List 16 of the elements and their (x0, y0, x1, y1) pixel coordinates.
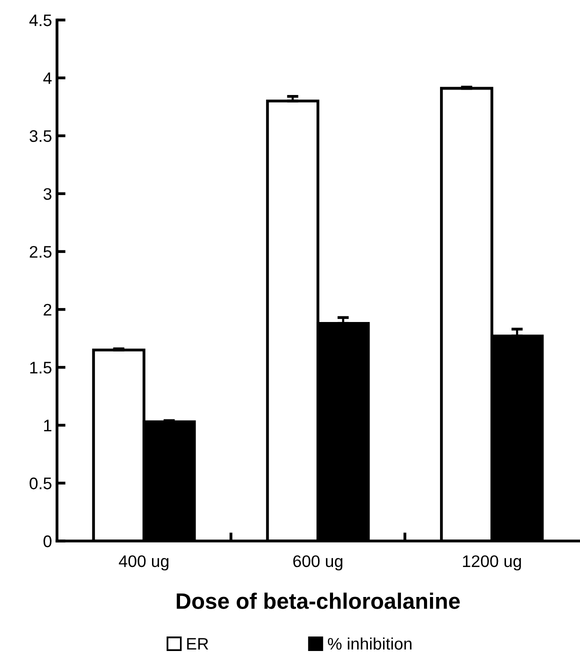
y-tick-label: 3 (44, 188, 52, 200)
y-tick-label: 4.5 (29, 14, 52, 26)
y-tick-label: 0 (44, 535, 52, 548)
x-tick-label: 1200 ug (463, 555, 521, 570)
legend-label: ER (187, 638, 208, 650)
x-axis-title: Dose of beta-chloroalanine (176, 592, 460, 609)
y-tick-label: 2.5 (30, 246, 52, 258)
y-tick-label: 2 (44, 304, 52, 316)
y-tick-label: 1.5 (30, 362, 52, 374)
legend-label: % inhibition (328, 637, 412, 650)
x-tick-label: 600 ug (293, 555, 342, 570)
x-tick-label: 400 ug (118, 555, 168, 570)
y-tick-label: 3.5 (30, 130, 52, 142)
y-tick-label: 0.5 (30, 478, 52, 490)
y-tick-label: 4 (43, 72, 52, 84)
y-tick-label: 1 (44, 420, 52, 432)
